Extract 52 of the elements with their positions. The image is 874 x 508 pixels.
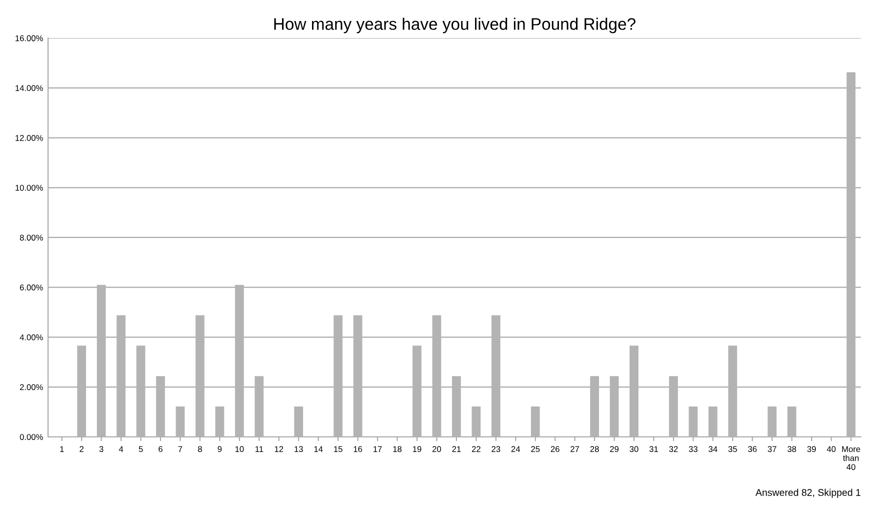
y-tick-label: 14.00% xyxy=(16,85,43,92)
x-tick-label: 4 xyxy=(118,446,124,452)
y-tick-label: 2.00% xyxy=(20,384,43,390)
y-tick-label: 16.00% xyxy=(16,35,43,42)
x-tick-label: 16 xyxy=(354,446,362,452)
x-tick-label: 35 xyxy=(728,446,737,452)
x-tick-label: 9 xyxy=(218,446,222,452)
x-tick-label: 22 xyxy=(472,446,480,452)
x-tick-label: 29 xyxy=(610,446,619,452)
x-tick-label: 10 xyxy=(235,446,244,452)
x-tick-label: 40 xyxy=(826,446,836,452)
x-tick-label: 18 xyxy=(393,446,402,452)
x-tick-label: 17 xyxy=(374,446,382,452)
x-tick-label: 26 xyxy=(550,446,560,452)
x-tick-label: 28 xyxy=(590,446,599,452)
x-tick-label: 36 xyxy=(748,446,757,452)
x-tick-label: 38 xyxy=(788,446,796,452)
y-tick-label: 10.00% xyxy=(16,184,43,191)
x-tick-label: 25 xyxy=(531,446,540,452)
y-tick-label: 0.00% xyxy=(20,434,43,440)
x-tick-label: 11 xyxy=(255,446,264,452)
x-tick-label: 6 xyxy=(158,446,162,452)
x-tick-label: 14 xyxy=(314,446,323,452)
x-tick-label: 13 xyxy=(294,446,303,452)
y-tick-label: 8.00% xyxy=(20,234,43,241)
x-tick-label: 39 xyxy=(807,446,816,452)
x-tick-label: 15 xyxy=(334,446,342,452)
x-tick-label: 1 xyxy=(60,446,64,452)
x-tick-label: 30 xyxy=(630,446,638,452)
x-tick-label: 20 xyxy=(432,446,442,452)
x-tick-label: 7 xyxy=(178,446,182,452)
x-tick-label: 33 xyxy=(688,446,698,452)
x-tick-label: 27 xyxy=(570,446,580,452)
chart-title: How many years have you lived in Pound Ridge? xyxy=(274,18,636,34)
x-tick-label: 5 xyxy=(138,446,143,452)
x-tick-label: 8 xyxy=(198,446,202,452)
x-tick-label: 34 xyxy=(708,446,718,452)
x-tick-label: More than 40 xyxy=(842,446,860,470)
x-tick-label: 12 xyxy=(274,446,284,452)
x-tick-label: 31 xyxy=(649,446,658,452)
y-tick-label: 6.00% xyxy=(20,284,43,290)
text: Answered 82, Skipped 1 xyxy=(756,488,860,498)
x-tick-label: 24 xyxy=(511,446,520,452)
x-tick-label: 3 xyxy=(99,446,104,452)
x-tick-label: 23 xyxy=(492,446,500,452)
y-tick-label: 12.00% xyxy=(16,134,43,141)
y-tick-label: 4.00% xyxy=(20,334,43,340)
x-tick-label: 19 xyxy=(412,446,422,452)
x-tick-label: 32 xyxy=(669,446,678,452)
x-tick-label: 21 xyxy=(452,446,461,452)
x-tick-label: 37 xyxy=(768,446,776,452)
x-tick-label: 2 xyxy=(80,446,84,452)
